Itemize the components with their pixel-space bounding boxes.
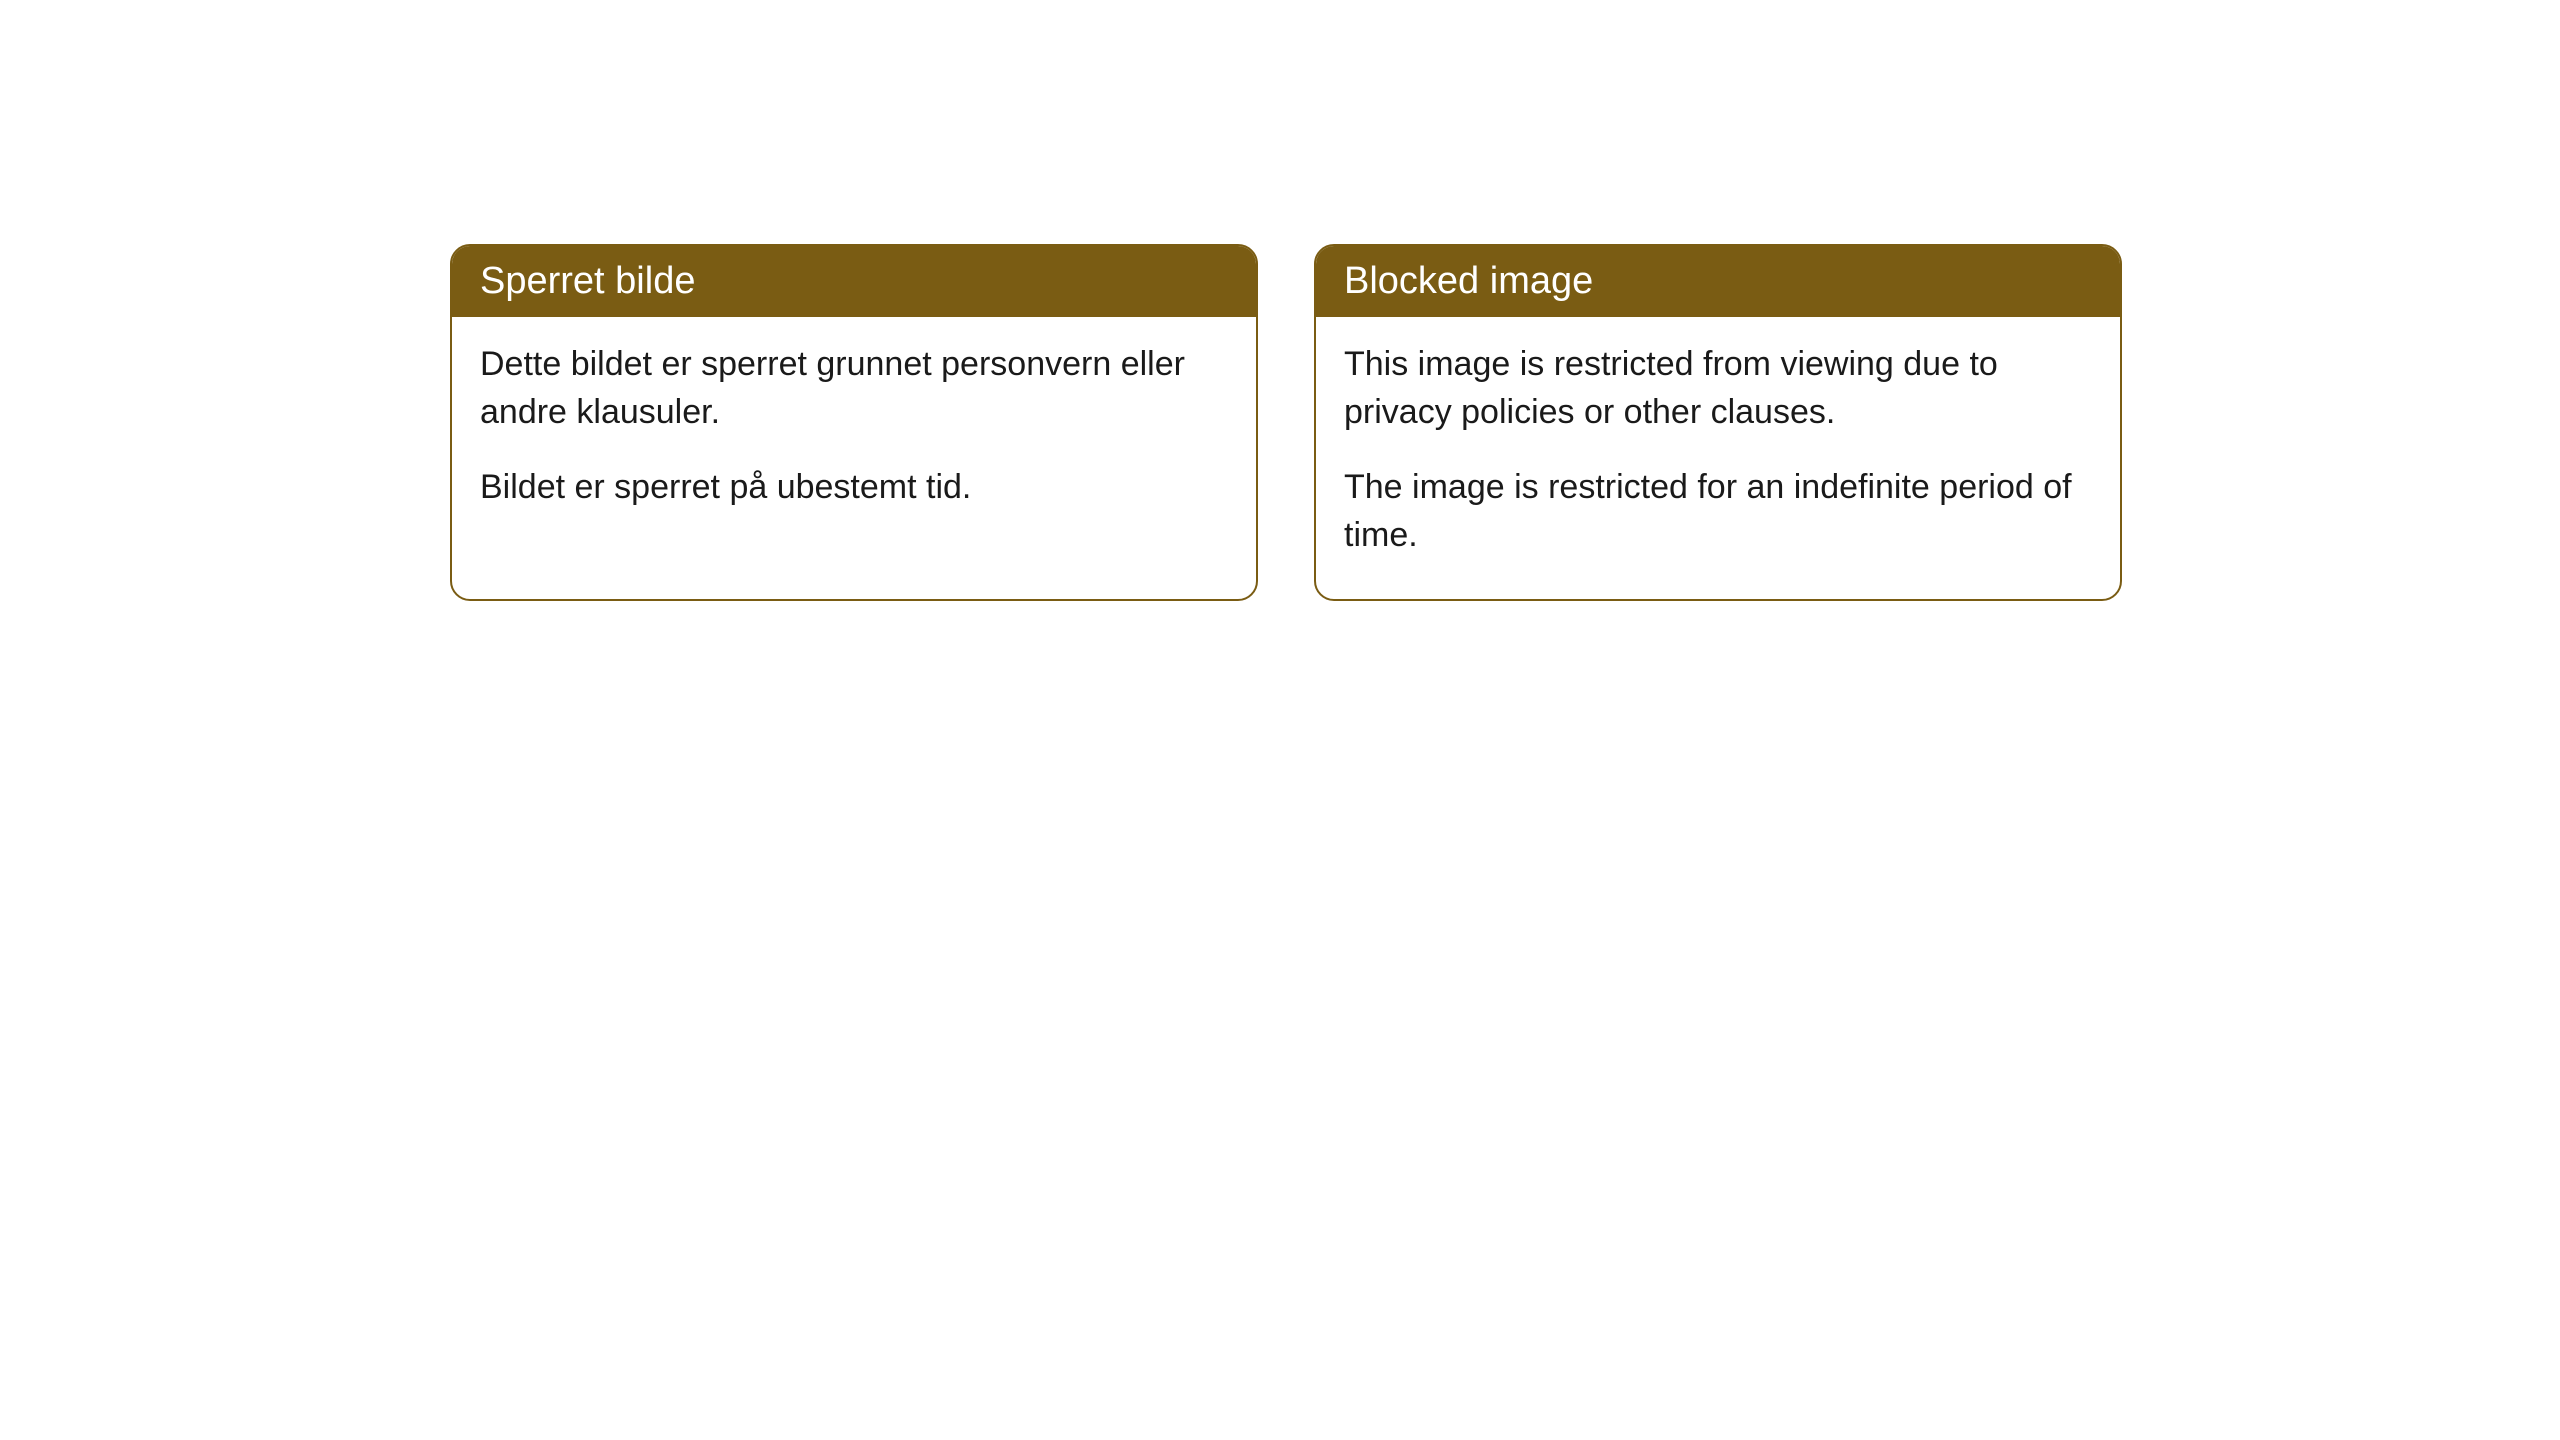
card-paragraph-2-no: Bildet er sperret på ubestemt tid. [480,464,1228,512]
blocked-image-card-no: Sperret bilde Dette bildet er sperret gr… [450,244,1258,601]
blocked-image-card-en: Blocked image This image is restricted f… [1314,244,2122,601]
card-body-en: This image is restricted from viewing du… [1316,317,2120,599]
notice-container: Sperret bilde Dette bildet er sperret gr… [0,0,2560,601]
card-paragraph-1-en: This image is restricted from viewing du… [1344,341,2092,436]
card-paragraph-1-no: Dette bildet er sperret grunnet personve… [480,341,1228,436]
card-header-en: Blocked image [1316,246,2120,317]
card-title-no: Sperret bilde [480,260,695,302]
card-body-no: Dette bildet er sperret grunnet personve… [452,317,1256,552]
card-title-en: Blocked image [1344,260,1593,302]
card-paragraph-2-en: The image is restricted for an indefinit… [1344,464,2092,559]
card-header-no: Sperret bilde [452,246,1256,317]
